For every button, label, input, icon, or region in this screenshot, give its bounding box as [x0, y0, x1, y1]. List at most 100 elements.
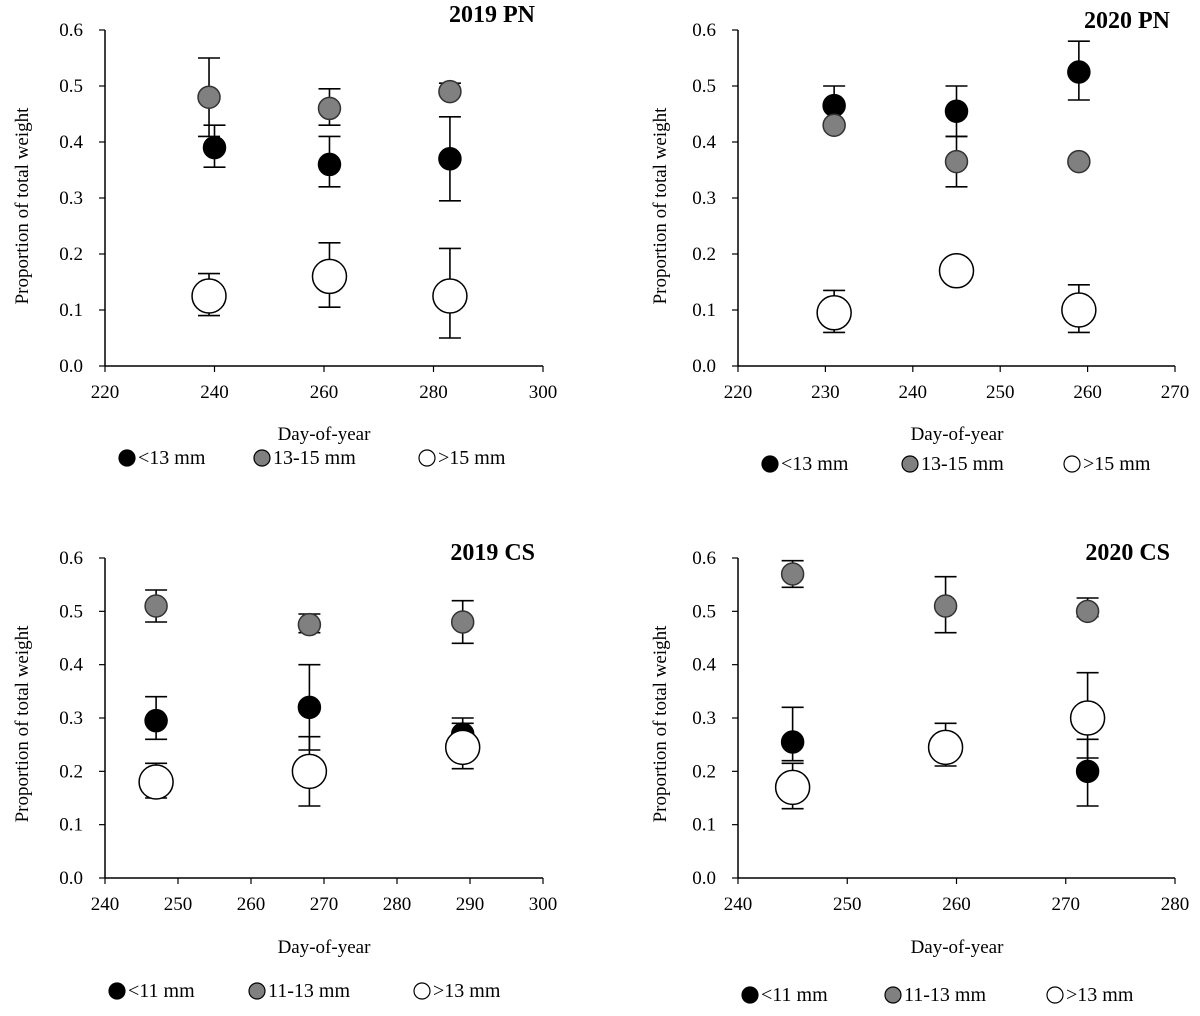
legend-label: >15 mm	[438, 447, 506, 469]
data-point-small	[780, 730, 805, 754]
y-tick-label: 0.5	[59, 601, 83, 622]
data-point-mid	[944, 149, 969, 174]
y-axis-title: Proportion of total weight	[12, 625, 33, 823]
y-tick-label: 0.4	[692, 132, 716, 153]
data-point-small	[297, 695, 322, 720]
x-tick-label: 280	[383, 894, 412, 915]
x-axis-title: Day-of-year	[911, 937, 1005, 958]
legend-marker	[418, 449, 436, 467]
x-tick-label: 230	[811, 382, 840, 403]
y-tick-label: 0.2	[692, 761, 716, 782]
x-axis-title: Day-of-year	[278, 937, 372, 958]
data-point-small	[1067, 60, 1091, 84]
y-tick-label: 0.0	[692, 356, 716, 377]
legend-marker	[741, 986, 759, 1004]
legend-label: >15 mm	[1083, 453, 1151, 475]
legend-marker	[761, 455, 779, 473]
chart-panel-2: 0.0 0.1 0.2 0.3 0.4 0.5 0.6 220 230 240 250 260 270 2…	[650, 8, 1189, 475]
y-tick-label: 0.5	[59, 76, 83, 97]
y-tick-label: 0.4	[59, 655, 83, 676]
data-point-large	[311, 258, 348, 295]
legend-label: >13 mm	[1066, 984, 1134, 1006]
x-axis-title: Day-of-year	[278, 424, 372, 445]
y-tick-label: 0.3	[59, 708, 83, 729]
data-point-large	[1061, 292, 1097, 328]
y-tick-label: 0.3	[692, 708, 716, 729]
y-tick-label: 0.4	[59, 132, 83, 153]
y-axis-title: Proportion of total weight	[12, 107, 33, 305]
x-tick-label: 220	[724, 382, 753, 403]
data-point-large	[444, 729, 481, 766]
chart-panel-1: 0.0 0.1 0.2 0.3 0.4 0.5 0.6 220 240 260 280 300 2019…	[12, 2, 557, 469]
data-point-mid	[780, 562, 805, 586]
legend-marker	[884, 986, 902, 1004]
data-point-mid	[933, 594, 958, 618]
x-tick-label: 250	[833, 894, 862, 915]
y-tick-label: 0.6	[59, 548, 83, 569]
data-point-small	[144, 708, 168, 733]
y-axis-title: Proportion of total weight	[650, 625, 671, 823]
y-tick-label: 0.4	[692, 655, 716, 676]
data-point-large	[816, 295, 852, 331]
y-tick-label: 0.1	[59, 300, 83, 321]
legend-marker	[108, 982, 126, 1000]
data-point-mid	[438, 79, 462, 104]
legend-label: 11-13 mm	[904, 984, 986, 1006]
legend-label: >13 mm	[433, 980, 501, 1002]
x-tick-label: 260	[237, 894, 266, 915]
x-tick-label: 240	[200, 382, 229, 403]
x-tick-label: 270	[310, 894, 339, 915]
data-point-small	[944, 99, 969, 123]
y-tick-label: 0.2	[59, 761, 83, 782]
x-tick-label: 260	[310, 382, 339, 403]
data-point-large	[138, 764, 174, 800]
x-tick-label: 280	[419, 382, 448, 403]
x-tick-label: 280	[1161, 894, 1190, 915]
y-tick-label: 0.5	[692, 76, 716, 97]
data-point-large	[927, 729, 964, 766]
x-tick-label: 270	[1161, 382, 1190, 403]
legend-label: <11 mm	[761, 984, 828, 1006]
legend-marker	[1063, 455, 1081, 473]
panel-title: 2020 PN	[1084, 8, 1171, 34]
y-tick-label: 0.3	[59, 188, 83, 209]
legend-label: 11-13 mm	[268, 980, 350, 1002]
legend-marker	[413, 982, 431, 1000]
panel-title: 2020 CS	[1085, 540, 1170, 566]
legend-label: <11 mm	[128, 980, 195, 1002]
x-axis-title: Day-of-year	[911, 424, 1005, 445]
panel-title: 2019 CS	[450, 540, 535, 566]
data-point-mid	[144, 594, 168, 618]
legend-label: 13-15 mm	[273, 447, 356, 469]
y-tick-label: 0.1	[59, 815, 83, 836]
y-tick-label: 0.1	[692, 300, 716, 321]
x-tick-label: 250	[986, 382, 1015, 403]
panel-title: 2019 PN	[449, 2, 536, 28]
data-point-small	[822, 93, 846, 118]
legend-label: 13-15 mm	[921, 453, 1004, 475]
y-tick-label: 0.6	[692, 548, 716, 569]
data-point-small	[438, 147, 462, 171]
chart-panel-3: 0.0 0.1 0.2 0.3 0.4 0.5 0.6 240 250 260 270 280 290 3…	[12, 540, 557, 1002]
y-tick-label: 0.6	[692, 20, 716, 41]
y-tick-label: 0.2	[59, 244, 83, 265]
x-tick-label: 240	[899, 382, 928, 403]
data-point-large	[938, 253, 975, 289]
legend-label: <13 mm	[138, 447, 206, 469]
x-tick-label: 300	[529, 894, 558, 915]
data-point-small	[317, 152, 342, 177]
data-point-mid	[1067, 149, 1091, 174]
legend-marker	[1046, 986, 1064, 1004]
data-point-large	[1069, 700, 1106, 736]
legend-marker	[248, 982, 266, 1000]
x-tick-label: 240	[724, 894, 753, 915]
x-tick-label: 270	[1052, 894, 1081, 915]
chart-panel-4: 0.0 0.1 0.2 0.3 0.4 0.5 0.6 240 250 260 270 280 2020…	[650, 540, 1189, 1006]
legend-label: <13 mm	[781, 453, 849, 475]
data-point-large	[191, 278, 227, 314]
data-point-mid	[297, 612, 322, 637]
data-point-small	[202, 135, 227, 160]
y-tick-label: 0.0	[692, 868, 716, 889]
x-tick-label: 260	[942, 894, 971, 915]
